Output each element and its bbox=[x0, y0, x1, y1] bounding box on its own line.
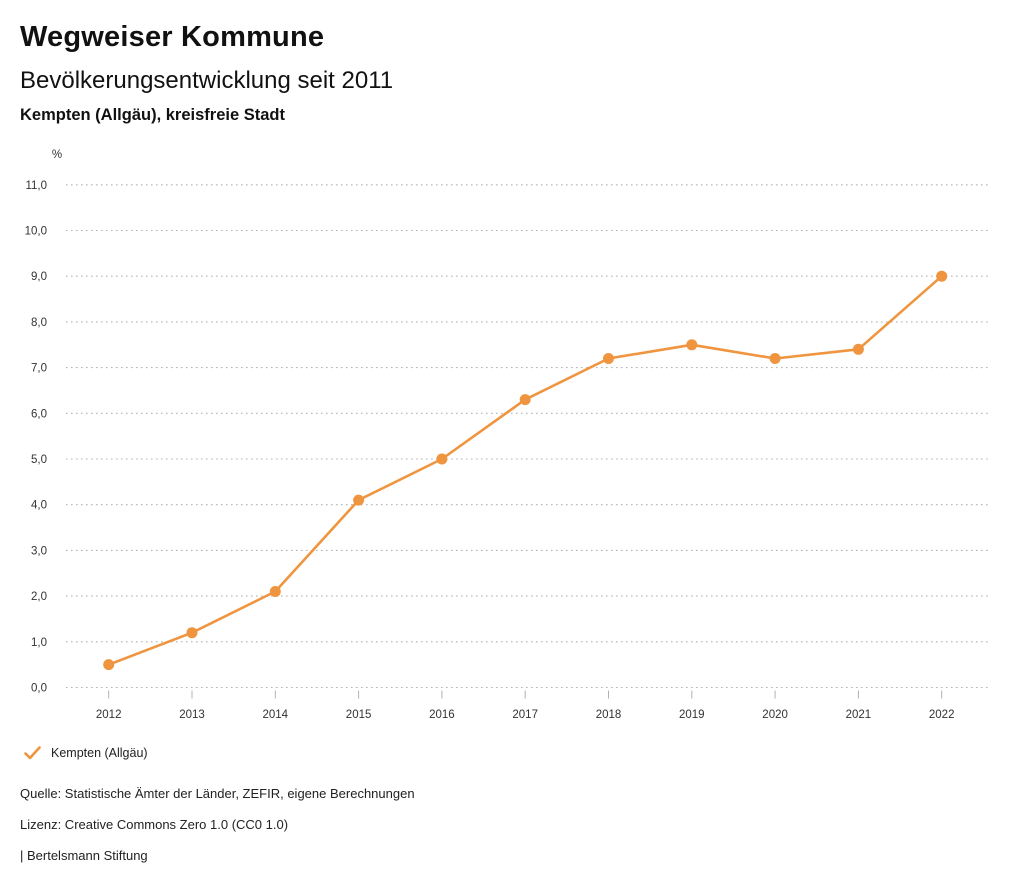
chart-title: Bevölkerungsentwicklung seit 2011 bbox=[20, 67, 394, 94]
y-tick-label: 7,0 bbox=[31, 363, 47, 375]
data-point[interactable] bbox=[936, 270, 948, 282]
y-tick-label: 6,0 bbox=[31, 408, 47, 420]
series-line bbox=[107, 274, 944, 666]
data-point[interactable] bbox=[186, 627, 198, 639]
publisher-text: | Bertelsmann Stiftung bbox=[20, 848, 148, 863]
y-tick-label: 9,0 bbox=[31, 271, 47, 283]
y-tick-label: 1,0 bbox=[31, 637, 47, 649]
data-point[interactable] bbox=[603, 353, 614, 364]
data-point[interactable] bbox=[436, 453, 448, 465]
y-tick-label: 5,0 bbox=[31, 454, 47, 466]
data-point[interactable] bbox=[769, 353, 781, 364]
x-tick-label: 2013 bbox=[179, 709, 205, 721]
data-point[interactable] bbox=[686, 339, 698, 351]
data-point[interactable] bbox=[852, 343, 864, 355]
legend-label: Kempten (Allgäu) bbox=[51, 746, 148, 760]
data-point[interactable] bbox=[103, 659, 115, 671]
source-text: Quelle: Statistische Ämter der Länder, Z… bbox=[20, 786, 415, 801]
y-tick-label: 3,0 bbox=[31, 545, 47, 557]
y-tick-label: 11,0 bbox=[25, 180, 47, 192]
x-tick-label: 2012 bbox=[96, 709, 122, 721]
y-tick-label: 10,0 bbox=[25, 226, 47, 238]
x-tick-label: 2020 bbox=[762, 709, 788, 721]
x-tick-label: 2017 bbox=[512, 709, 538, 721]
data-point[interactable] bbox=[353, 494, 365, 506]
x-tick-label: 2022 bbox=[929, 709, 955, 721]
page-title: Wegweiser Kommune bbox=[20, 21, 325, 53]
y-tick-label: 8,0 bbox=[31, 317, 47, 329]
x-tick-label: 2015 bbox=[346, 709, 372, 721]
y-axis-unit-label: % bbox=[52, 149, 62, 161]
data-point[interactable] bbox=[519, 394, 531, 406]
y-tick-label: 0,0 bbox=[31, 683, 47, 695]
license-text: Lizenz: Creative Commons Zero 1.0 (CC0 1… bbox=[20, 817, 289, 832]
x-tick-label: 2019 bbox=[679, 709, 705, 721]
legend-item[interactable]: Kempten (Allgäu) bbox=[24, 744, 148, 762]
data-point[interactable] bbox=[269, 586, 281, 597]
y-tick-label: 2,0 bbox=[31, 591, 47, 603]
x-tick-label: 2021 bbox=[846, 709, 872, 721]
x-tick-label: 2018 bbox=[596, 709, 622, 721]
x-tick-label: 2014 bbox=[263, 709, 289, 721]
x-tick-label: 2016 bbox=[429, 709, 455, 721]
region-subtitle: Kempten (Allgäu), kreisfreie Stadt bbox=[20, 106, 285, 124]
y-tick-label: 4,0 bbox=[31, 500, 47, 512]
check-icon bbox=[24, 746, 41, 760]
